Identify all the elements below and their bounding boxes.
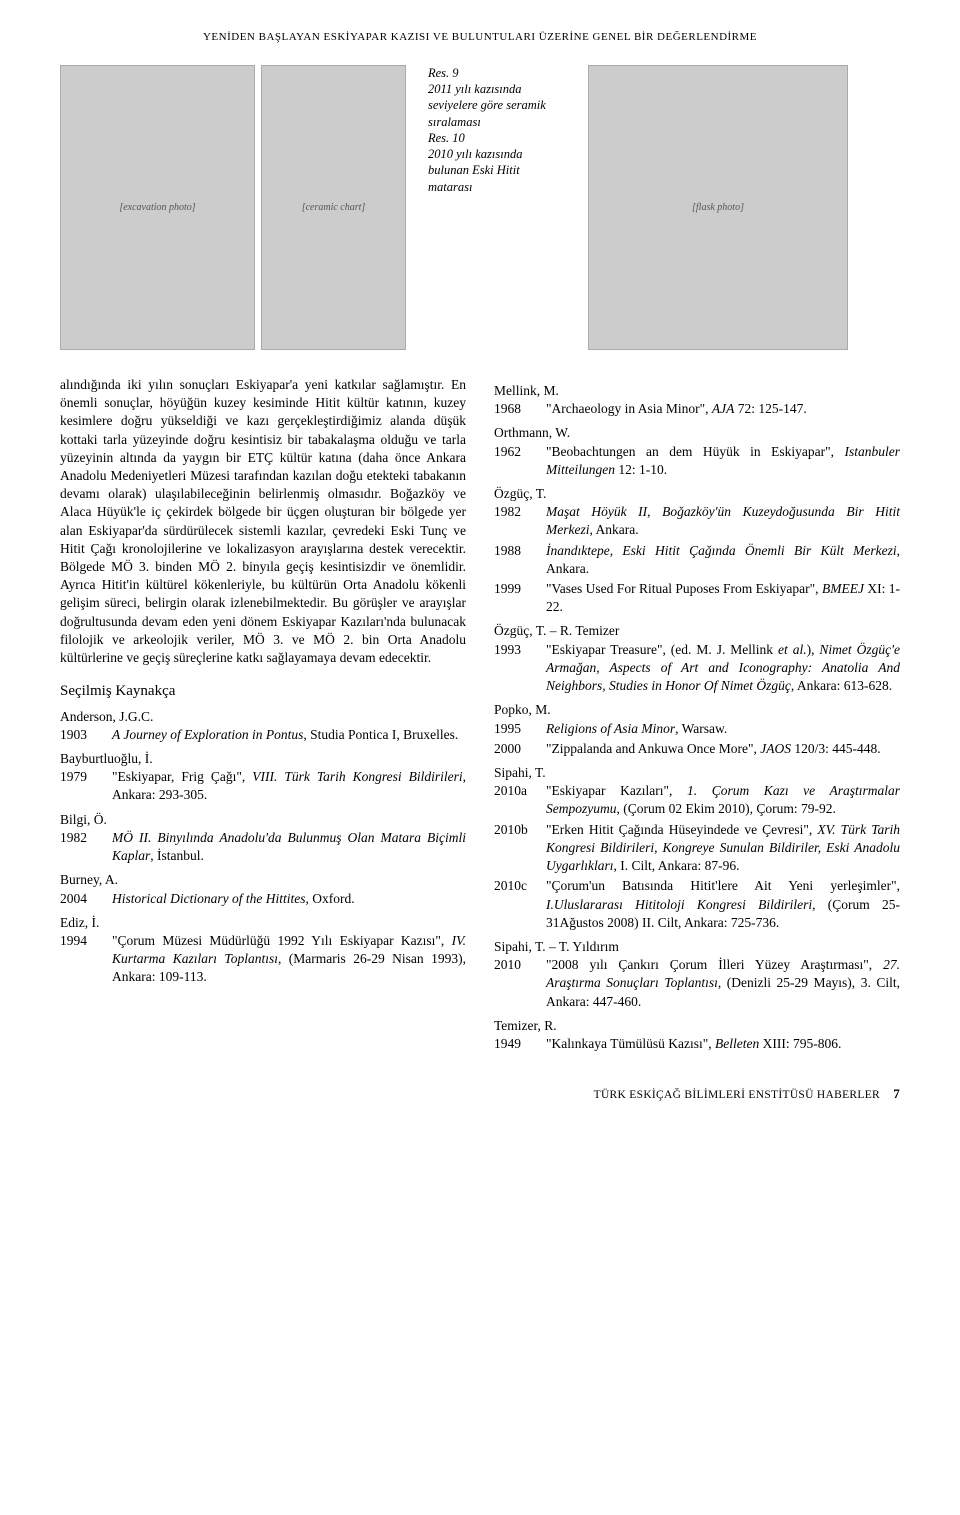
figure-9-caption: Res. 9 2011 yılı kazısında seviyelere gö…: [422, 65, 572, 130]
bib-year: 1995: [494, 720, 546, 738]
bib-text: "Çorum Müzesi Müdürlüğü 1992 Yılı Eskiya…: [112, 932, 466, 987]
bib-author: Özgüç, T.: [494, 485, 900, 503]
right-column: Mellink, M.1968"Archaeology in Asia Mino…: [494, 376, 900, 1055]
bib-entry: 2004Historical Dictionary of the Hittite…: [60, 890, 466, 908]
bib-entry: 2010c"Çorum'un Batısında Hitit'lere Ait …: [494, 877, 900, 932]
bib-entry: 1988İnandıktepe, Eski Hitit Çağında Önem…: [494, 542, 900, 578]
bib-author: Özgüç, T. – R. Temizer: [494, 622, 900, 640]
bib-entry: 1995Religions of Asia Minor, Warsaw.: [494, 720, 900, 738]
figure-9a-image: [excavation photo]: [60, 65, 255, 350]
page-header: YENİDEN BAŞLAYAN ESKİYAPAR KAZISI VE BUL…: [60, 30, 900, 45]
bib-text: "Kalınkaya Tümülüsü Kazısı", Belleten XI…: [546, 1035, 900, 1053]
bib-year: 2004: [60, 890, 112, 908]
bib-author: Bilgi, Ö.: [60, 811, 466, 829]
bib-year: 2010a: [494, 782, 546, 818]
bib-text: "Çorum'un Batısında Hitit'lere Ait Yeni …: [546, 877, 900, 932]
bib-author: Anderson, J.G.C.: [60, 708, 466, 726]
figure-9-caption-text: 2011 yılı kazısında seviyelere göre sera…: [428, 82, 546, 129]
bib-text: "Beobachtungen an dem Hüyük in Eskiyapar…: [546, 443, 900, 479]
bib-text: İnandıktepe, Eski Hitit Çağında Önemli B…: [546, 542, 900, 578]
bib-year: 2010b: [494, 821, 546, 876]
bib-year: 1979: [60, 768, 112, 804]
figure-10-image: [flask photo]: [588, 65, 848, 350]
bib-entry: 1968"Archaeology in Asia Minor", AJA 72:…: [494, 400, 900, 418]
bib-year: 2000: [494, 740, 546, 758]
bib-year: 1999: [494, 580, 546, 616]
bib-entry: 1979"Eskiyapar, Frig Çağı", VIII. Türk T…: [60, 768, 466, 804]
bib-entry: 1903A Journey of Exploration in Pontus, …: [60, 726, 466, 744]
figure-10-caption: Res. 10 2010 yılı kazısında bulunan Eski…: [422, 130, 572, 195]
bibliography-left: Anderson, J.G.C.1903A Journey of Explora…: [60, 708, 466, 987]
bib-entry: 2000"Zippalanda and Ankuwa Once More", J…: [494, 740, 900, 758]
bib-text: Maşat Höyük II, Boğazköy'ün Kuzeydoğusun…: [546, 503, 900, 539]
bib-entry: 1994"Çorum Müzesi Müdürlüğü 1992 Yılı Es…: [60, 932, 466, 987]
bib-text: "Zippalanda and Ankuwa Once More", JAOS …: [546, 740, 900, 758]
bib-author: Bayburtluoğlu, İ.: [60, 750, 466, 768]
bib-entry: 1982Maşat Höyük II, Boğazköy'ün Kuzeydoğ…: [494, 503, 900, 539]
bib-author: Burney, A.: [60, 871, 466, 889]
bib-year: 1903: [60, 726, 112, 744]
bib-text: MÖ II. Binyılında Anadolu'da Bulunmuş Ol…: [112, 829, 466, 865]
bib-year: 1982: [494, 503, 546, 539]
figures-row: [excavation photo] [ceramic chart] Res. …: [60, 65, 900, 350]
bib-year: 1982: [60, 829, 112, 865]
bib-year: 1968: [494, 400, 546, 418]
bib-author: Temizer, R.: [494, 1017, 900, 1035]
bib-year: 2010: [494, 956, 546, 1011]
bibliography-heading: Seçilmiş Kaynakça: [60, 681, 466, 701]
body-paragraph: alındığında iki yılın sonuçları Eskiyapa…: [60, 376, 466, 668]
bib-entry: 1962"Beobachtungen an dem Hüyük in Eskiy…: [494, 443, 900, 479]
bib-entry: 2010b"Erken Hitit Çağında Hüseyindede ve…: [494, 821, 900, 876]
bib-year: 1988: [494, 542, 546, 578]
bib-year: 2010c: [494, 877, 546, 932]
bib-author: Sipahi, T.: [494, 764, 900, 782]
captions-column: Res. 9 2011 yılı kazısında seviyelere gö…: [422, 65, 572, 201]
bib-text: "2008 yılı Çankırı Çorum İlleri Yüzey Ar…: [546, 956, 900, 1011]
bib-entry: 1993"Eskiyapar Treasure", (ed. M. J. Mel…: [494, 641, 900, 696]
bib-year: 1949: [494, 1035, 546, 1053]
bib-text: "Eskiyapar Treasure", (ed. M. J. Mellink…: [546, 641, 900, 696]
bib-entry: 1949"Kalınkaya Tümülüsü Kazısı", Bellete…: [494, 1035, 900, 1053]
bib-year: 1994: [60, 932, 112, 987]
bib-entry: 1999"Vases Used For Ritual Puposes From …: [494, 580, 900, 616]
bib-author: Sipahi, T. – T. Yıldırım: [494, 938, 900, 956]
bib-text: "Eskiyapar, Frig Çağı", VIII. Türk Tarih…: [112, 768, 466, 804]
bib-entry: 2010"2008 yılı Çankırı Çorum İlleri Yüze…: [494, 956, 900, 1011]
figure-9b-image: [ceramic chart]: [261, 65, 406, 350]
bib-entry: 2010a"Eskiyapar Kazıları", 1. Çorum Kazı…: [494, 782, 900, 818]
bibliography-right: Mellink, M.1968"Archaeology in Asia Mino…: [494, 382, 900, 1053]
figure-9-group: [excavation photo] [ceramic chart]: [60, 65, 406, 350]
bib-text: "Vases Used For Ritual Puposes From Eski…: [546, 580, 900, 616]
bib-text: "Eskiyapar Kazıları", 1. Çorum Kazı ve A…: [546, 782, 900, 818]
footer-text: TÜRK ESKİÇAĞ BİLİMLERİ ENSTİTÜSÜ HABERLE…: [594, 1089, 880, 1101]
bib-year: 1962: [494, 443, 546, 479]
bib-year: 1993: [494, 641, 546, 696]
bib-text: A Journey of Exploration in Pontus, Stud…: [112, 726, 466, 744]
bib-author: Orthmann, W.: [494, 424, 900, 442]
figure-9-label: Res. 9: [428, 66, 459, 80]
left-column: alındığında iki yılın sonuçları Eskiyapa…: [60, 376, 466, 1055]
text-columns: alındığında iki yılın sonuçları Eskiyapa…: [60, 376, 900, 1055]
bib-text: "Archaeology in Asia Minor", AJA 72: 125…: [546, 400, 900, 418]
page-number: 7: [893, 1086, 900, 1101]
bib-text: Religions of Asia Minor, Warsaw.: [546, 720, 900, 738]
bib-author: Ediz, İ.: [60, 914, 466, 932]
bib-text: Historical Dictionary of the Hittites, O…: [112, 890, 466, 908]
bib-entry: 1982MÖ II. Binyılında Anadolu'da Bulunmu…: [60, 829, 466, 865]
bib-author: Mellink, M.: [494, 382, 900, 400]
bib-author: Popko, M.: [494, 701, 900, 719]
figure-10-label: Res. 10: [428, 131, 465, 145]
page-footer: TÜRK ESKİÇAĞ BİLİMLERİ ENSTİTÜSÜ HABERLE…: [60, 1085, 900, 1104]
figure-10-caption-text: 2010 yılı kazısında bulunan Eski Hitit m…: [428, 147, 522, 194]
bib-text: "Erken Hitit Çağında Hüseyindede ve Çevr…: [546, 821, 900, 876]
